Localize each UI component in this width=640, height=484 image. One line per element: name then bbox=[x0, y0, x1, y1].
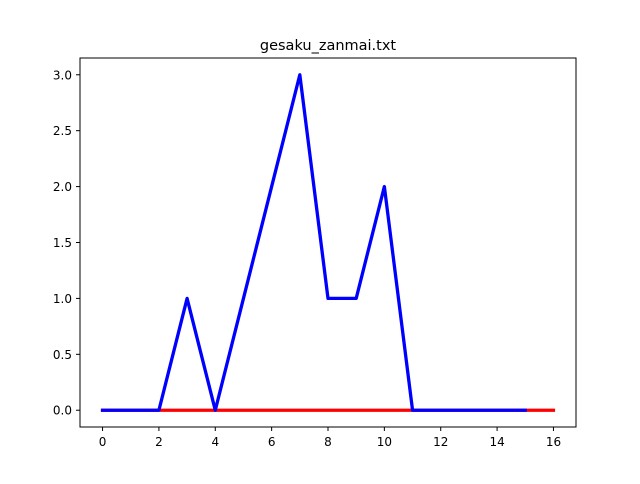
y-tick-label: 2.0 bbox=[53, 180, 72, 194]
x-tick-label: 0 bbox=[99, 435, 107, 449]
x-tick-label: 4 bbox=[211, 435, 219, 449]
y-tick-label: 0.5 bbox=[53, 348, 72, 362]
series-line-1 bbox=[100, 73, 527, 412]
y-tick-label: 1.0 bbox=[53, 292, 72, 306]
x-tick-label: 2 bbox=[155, 435, 163, 449]
x-tick-label: 12 bbox=[433, 435, 448, 449]
y-axis: 0.0 0.5 1.0 1.5 2.0 2.5 3.0 bbox=[53, 68, 80, 418]
plot-frame bbox=[79, 57, 577, 428]
x-tick-label: 16 bbox=[546, 435, 561, 449]
y-tick-label: 3.0 bbox=[53, 68, 72, 82]
chart-title: gesaku_zanmai.txt bbox=[260, 38, 397, 54]
x-tick-label: 10 bbox=[377, 435, 392, 449]
y-tick-label: 0.0 bbox=[53, 404, 72, 418]
series-layer bbox=[100, 73, 556, 412]
x-tick-label: 14 bbox=[489, 435, 504, 449]
x-axis: 0 2 4 6 8 10 12 14 16 bbox=[99, 427, 561, 449]
y-tick-label: 2.5 bbox=[53, 124, 72, 138]
x-tick-label: 6 bbox=[268, 435, 276, 449]
x-tick-label: 8 bbox=[324, 435, 332, 449]
y-tick-label: 1.5 bbox=[53, 236, 72, 250]
